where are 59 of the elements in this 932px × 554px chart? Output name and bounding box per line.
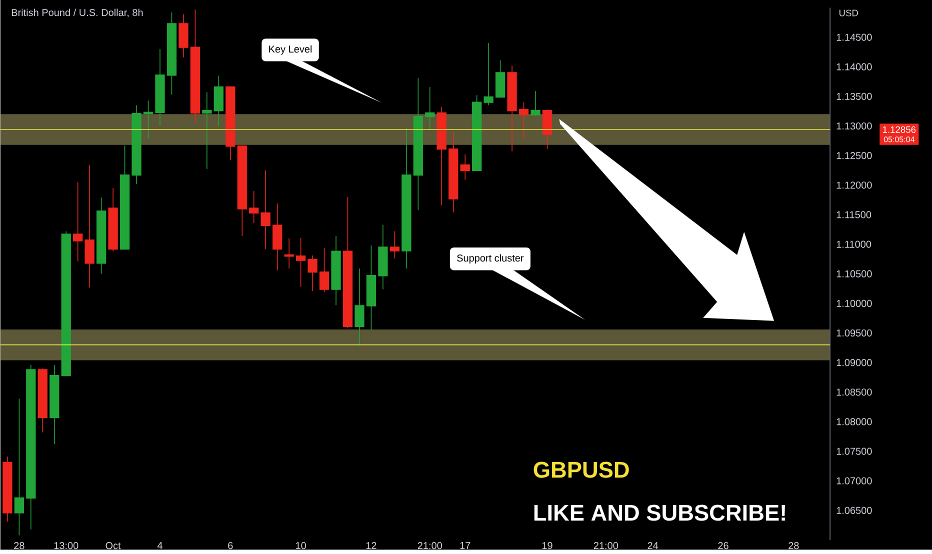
x-tick-label: 19 bbox=[542, 542, 552, 550]
y-axis-title: USD bbox=[839, 10, 858, 16]
y-tick-label: 1.13000 bbox=[836, 122, 872, 130]
candlestick bbox=[178, 14, 188, 58]
x-tick-label: 24 bbox=[648, 542, 658, 550]
candlestick bbox=[214, 76, 224, 127]
y-tick-label: 1.07000 bbox=[836, 478, 872, 485]
y-tick-label: 1.10000 bbox=[836, 300, 872, 308]
x-tick-label: 21:00 bbox=[594, 542, 618, 550]
candlestick bbox=[260, 170, 270, 250]
y-tick-label: 1.12000 bbox=[836, 182, 872, 189]
y-tick-label: 1.08000 bbox=[836, 418, 872, 426]
y-tick-label: 1.06500 bbox=[836, 507, 872, 514]
x-tick-label: 17 bbox=[460, 542, 470, 550]
x-tick-label: 10 bbox=[296, 542, 306, 550]
text: 05:05:04 bbox=[884, 136, 914, 142]
y-tick-label: 1.09500 bbox=[836, 330, 872, 337]
candlestick bbox=[308, 255, 318, 292]
candlestick bbox=[14, 398, 24, 536]
x-tick-label: 28 bbox=[788, 542, 799, 550]
y-tick-label: 1.10500 bbox=[836, 270, 872, 278]
y-tick-label: 1.11000 bbox=[836, 240, 872, 248]
y-tick-label: 1.11500 bbox=[836, 211, 872, 218]
x-tick-label: Oct bbox=[106, 542, 121, 550]
candlestick bbox=[354, 268, 364, 346]
candlestick bbox=[484, 43, 494, 106]
chart-title: British Pound / U.S. Dollar, 8h bbox=[12, 8, 143, 18]
x-tick-label: 21:00 bbox=[418, 542, 442, 550]
annotation: Support cluster bbox=[457, 254, 524, 264]
y-tick-label: 1.14500 bbox=[836, 34, 872, 42]
x-tick-label: 28 bbox=[14, 542, 24, 550]
x-tick-label: 4 bbox=[157, 542, 162, 550]
candlestick bbox=[249, 190, 259, 224]
y-tick-label: 1.08500 bbox=[836, 388, 872, 396]
candlestick bbox=[73, 182, 83, 262]
annotation: Key Level bbox=[269, 46, 312, 55]
annotation: GBPUSD bbox=[534, 462, 629, 478]
candlestick bbox=[390, 231, 400, 260]
candlestick bbox=[518, 102, 529, 140]
candlestick bbox=[272, 203, 282, 271]
y-tick-label: 1.07500 bbox=[836, 448, 872, 456]
x-tick-label: 13:00 bbox=[54, 542, 78, 550]
candlestick bbox=[542, 109, 552, 150]
y-tick-label: 1.09000 bbox=[836, 359, 872, 366]
candlestick bbox=[296, 238, 306, 288]
candlestick bbox=[319, 248, 330, 293]
candlestick bbox=[425, 86, 435, 130]
candlestick bbox=[202, 92, 212, 170]
x-tick-label: 12 bbox=[366, 542, 376, 550]
candlestick bbox=[460, 154, 470, 180]
y-tick-label: 1.14000 bbox=[836, 64, 872, 71]
x-tick-label: 26 bbox=[718, 542, 728, 550]
x-tick-label: 6 bbox=[228, 542, 233, 550]
text: 1.12856 bbox=[883, 126, 916, 134]
y-tick-label: 1.13500 bbox=[836, 93, 872, 100]
y-tick-label: 1.12500 bbox=[836, 152, 872, 160]
annotation: LIKE AND SUBSCRIBE! bbox=[534, 504, 785, 522]
candlestick bbox=[84, 164, 94, 288]
candlestick bbox=[530, 90, 540, 117]
